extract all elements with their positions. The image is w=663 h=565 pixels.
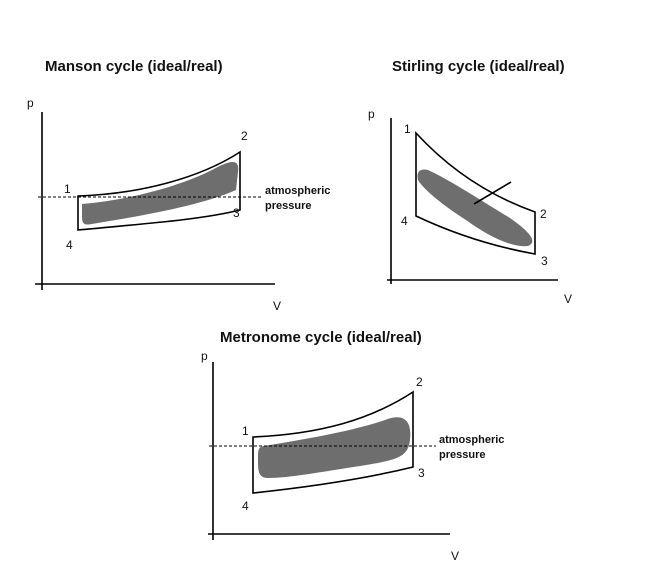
- metronome-title: Metronome cycle (ideal/real): [220, 329, 422, 346]
- stirling-point-3: 3: [541, 254, 548, 268]
- manson-atmospheric-label-1: atmospheric: [265, 185, 330, 197]
- metronome-axes: [208, 362, 450, 540]
- manson-title: Manson cycle (ideal/real): [45, 58, 223, 75]
- stirling-point-1: 1: [404, 122, 411, 136]
- manson-y-axis-label: p: [27, 96, 34, 110]
- manson-point-2: 2: [241, 129, 248, 143]
- metronome-atmospheric-label-1: atmospheric: [439, 434, 504, 446]
- manson-point-1: 1: [64, 182, 71, 196]
- stirling-leader-line: [473, 181, 512, 205]
- manson-ideal-cycle: [77, 150, 241, 231]
- manson-x-axis-label: V: [273, 299, 281, 313]
- stirling-point-4: 4: [401, 214, 408, 228]
- metronome-atmospheric-label-2: pressure: [439, 449, 485, 461]
- manson-real-cycle: [82, 162, 239, 225]
- metronome-point-1: 1: [242, 424, 249, 438]
- metronome-point-4: 4: [242, 499, 249, 513]
- stirling-x-axis-label: V: [564, 292, 572, 306]
- stirling-diagram: Stirling cycle (ideal/real) p V 1 2 3 4: [368, 58, 572, 306]
- metronome-ideal-cycle: [252, 390, 414, 494]
- manson-point-3: 3: [233, 206, 240, 220]
- metronome-x-axis-label: V: [451, 549, 459, 563]
- metronome-diagram: Metronome cycle (ideal/real) p V 1 2 3 4…: [201, 329, 504, 563]
- manson-point-4: 4: [66, 238, 73, 252]
- stirling-axes: [387, 118, 558, 284]
- stirling-y-axis-label: p: [368, 107, 375, 121]
- stirling-title: Stirling cycle (ideal/real): [392, 58, 565, 75]
- manson-axes: [35, 112, 275, 290]
- metronome-point-3: 3: [418, 466, 425, 480]
- stirling-point-2: 2: [540, 207, 547, 221]
- metronome-y-axis-label: p: [201, 349, 208, 363]
- metronome-real-cycle: [258, 417, 411, 478]
- manson-diagram: Manson cycle (ideal/real) p V 1 2 3 4 at…: [27, 58, 330, 313]
- stirling-real-cycle: [417, 169, 533, 247]
- stirling-ideal-cycle: [415, 130, 536, 255]
- manson-atmospheric-label-2: pressure: [265, 200, 311, 212]
- metronome-point-2: 2: [416, 375, 423, 389]
